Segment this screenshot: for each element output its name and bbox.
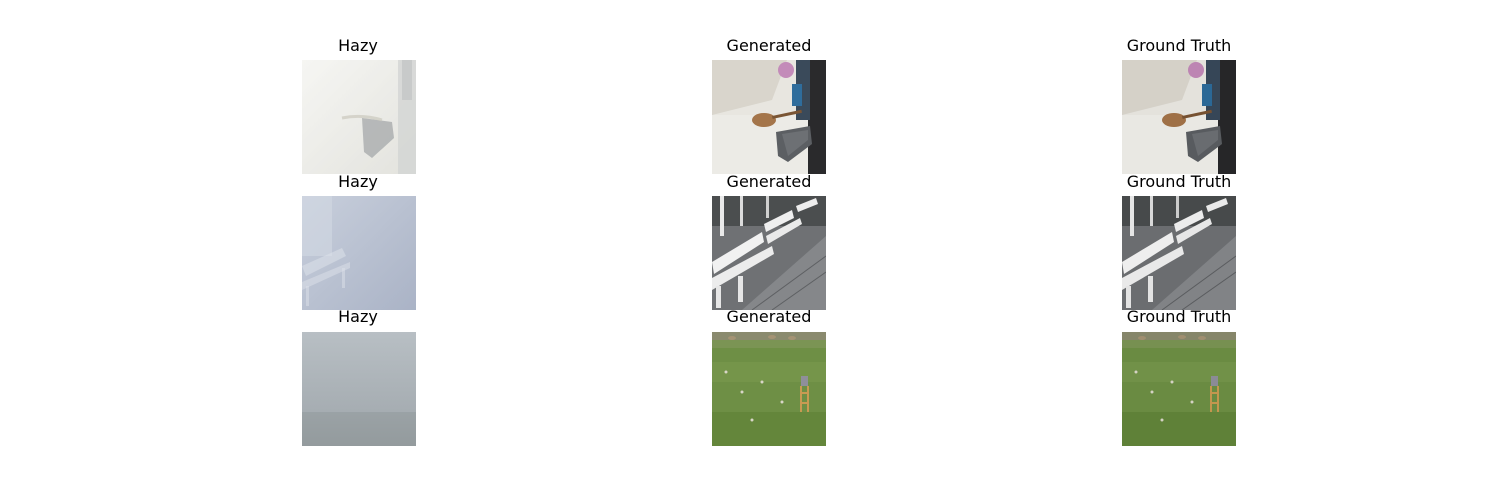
hazy-image-row3: [302, 332, 416, 446]
panel-title-hazy-row2: Hazy: [338, 172, 378, 191]
panel-title-generated-row1: Generated: [726, 36, 812, 55]
hazy-image-row2: [302, 196, 416, 310]
panel-title-ground-truth-row2: Ground Truth: [1126, 172, 1232, 191]
panel-title-hazy-row3: Hazy: [338, 307, 378, 326]
generated-image-row3: [712, 332, 826, 446]
panel-title-hazy-row1: Hazy: [338, 36, 378, 55]
panel-title-generated-row3: Generated: [726, 307, 812, 326]
hazy-image-row1: [302, 60, 416, 174]
ground-truth-image-row3: [1122, 332, 1236, 446]
ground-truth-image-row2: [1122, 196, 1236, 310]
panel-title-generated-row2: Generated: [726, 172, 812, 191]
generated-image-row1: [712, 60, 826, 174]
panel-title-ground-truth-row3: Ground Truth: [1126, 307, 1232, 326]
panel-title-ground-truth-row1: Ground Truth: [1126, 36, 1232, 55]
ground-truth-image-row1: [1122, 60, 1236, 174]
generated-image-row2: [712, 196, 826, 310]
